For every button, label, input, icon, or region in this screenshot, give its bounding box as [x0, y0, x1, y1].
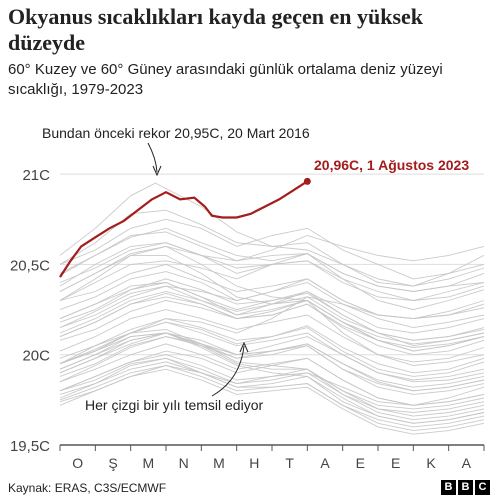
- x-tick-label: K: [426, 455, 436, 471]
- series-line-2002: [59, 300, 485, 345]
- y-tick-label: 19,5C: [10, 438, 50, 455]
- series-line-2003: [59, 292, 485, 348]
- history-lines: [59, 182, 485, 435]
- y-tick-label: 20C: [22, 348, 50, 365]
- x-tick-label: A: [320, 455, 330, 471]
- sea-temperature-chart: 19,5C 20C 20,5C 21C O Ş M N M H T A E E K A Bundan öncek…: [10, 125, 485, 471]
- series-line-1998: [59, 245, 485, 366]
- x-tick-label: N: [179, 455, 189, 471]
- series-line-2019: [59, 218, 485, 280]
- source-note: Kaynak: ERAS, C3S/ECMWF: [8, 481, 167, 495]
- series-line-2004: [59, 291, 485, 341]
- series-line-2015: [59, 235, 485, 292]
- latest-point: [303, 177, 311, 185]
- annotation-arrow: [211, 345, 245, 397]
- annotation-previous-record: Bundan önceki rekor 20,95C, 20 Mart 2016: [42, 125, 310, 141]
- x-tick-label: Ş: [108, 455, 117, 471]
- bbc-logo-letter: C: [475, 480, 490, 495]
- series-line-2001: [59, 309, 485, 363]
- bbc-logo-letter: B: [458, 480, 473, 495]
- annotation-arrow: [147, 142, 158, 173]
- series-line-1979: [59, 368, 485, 435]
- series-line-1999: [59, 318, 485, 374]
- y-tick-label: 21C: [22, 167, 50, 184]
- x-tick-label: E: [356, 455, 365, 471]
- x-tick-label: H: [249, 455, 259, 471]
- series-line-1990: [59, 332, 485, 392]
- series-line-1983: [59, 328, 485, 417]
- x-tick-label: E: [391, 455, 400, 471]
- series-line-1980: [59, 354, 485, 421]
- series-line-1987: [59, 336, 485, 383]
- series-line-2016: [59, 182, 485, 287]
- series-line-2014: [59, 253, 485, 301]
- series-line-1996: [59, 332, 485, 392]
- x-tick-label: M: [142, 455, 154, 471]
- chart-title: Okyanus sıcaklıkları kayda geçen en yüks…: [8, 4, 424, 55]
- annotation-arrowhead: [152, 165, 162, 177]
- y-tick-label: 20,5C: [10, 257, 50, 274]
- x-tick-label: A: [462, 455, 472, 471]
- series-line-1984: [59, 357, 485, 432]
- series-line-1981: [59, 361, 485, 424]
- x-tick-label: M: [213, 455, 225, 471]
- x-tick-label: O: [72, 455, 83, 471]
- x-tick-label: T: [285, 455, 294, 471]
- annotation-each-line: Her çizgi bir yılı temsil ediyor: [85, 397, 263, 413]
- bbc-logo-letter: B: [441, 480, 456, 495]
- series-line-2020: [59, 209, 485, 287]
- annotation-latest-value: 20,96C, 1 Ağustos 2023: [314, 157, 469, 173]
- bbc-logo: B B C: [441, 480, 490, 495]
- annotation-arrowhead: [239, 341, 249, 353]
- chart-subtitle: 60° Kuzey ve 60° Güney arasındaki günlük…: [8, 61, 443, 98]
- series-line-2023: [59, 180, 308, 278]
